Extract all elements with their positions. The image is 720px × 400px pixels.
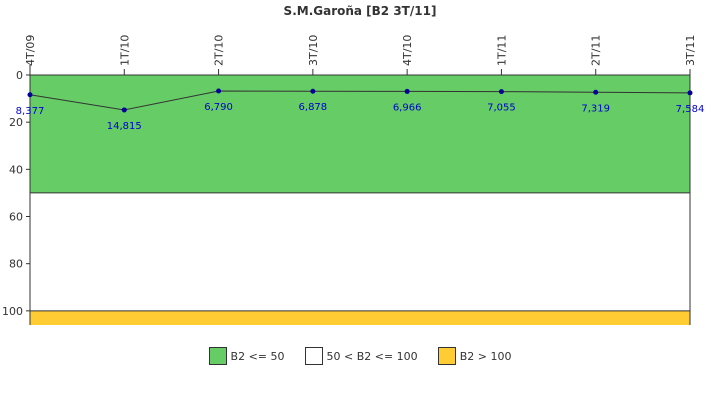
x-tick-label: 1T/11 xyxy=(495,35,508,66)
data-label: 7,584 xyxy=(676,104,705,115)
data-label: 7,319 xyxy=(581,103,610,114)
y-tick-label: 20 xyxy=(9,116,23,129)
band-white xyxy=(30,192,690,311)
legend-swatch-white xyxy=(304,347,323,365)
y-tick-label: 0 xyxy=(16,69,23,82)
data-label: 14,815 xyxy=(107,121,142,132)
x-tick-label: 4T/09 xyxy=(24,35,37,66)
series-line xyxy=(29,90,691,111)
data-point xyxy=(310,88,316,94)
legend-label-yellow: B2 > 100 xyxy=(459,349,512,363)
legend-label-white: 50 < B2 <= 100 xyxy=(326,349,418,363)
legend-swatch-green xyxy=(208,347,227,365)
data-label: 8,377 xyxy=(16,106,45,117)
band-green xyxy=(30,75,690,193)
x-tick-label: 3T/10 xyxy=(307,35,320,66)
data-point xyxy=(27,92,33,98)
y-tick-label: 40 xyxy=(9,163,23,176)
legend-swatch-yellow xyxy=(437,347,456,365)
chart-title: S.M.Garoña [B2 3T/11] xyxy=(284,4,437,18)
data-label: 6,790 xyxy=(204,102,233,113)
data-point xyxy=(121,107,127,113)
band-yellow xyxy=(30,310,690,325)
data-label: 7,055 xyxy=(487,103,516,114)
band-layer xyxy=(30,75,690,325)
y-tick-label: 60 xyxy=(9,211,23,224)
data-point xyxy=(216,88,222,94)
legend-item-white: 50 < B2 <= 100 xyxy=(304,347,418,365)
data-label: 6,966 xyxy=(393,102,422,113)
data-point xyxy=(687,90,693,96)
x-tick-label: 3T/11 xyxy=(684,35,697,66)
x-tick-label: 2T/11 xyxy=(590,35,603,66)
data-point xyxy=(498,89,504,95)
data-label: 6,878 xyxy=(299,102,328,113)
axis-layer: 0 20 40 60 80 100 4T/09 1T/10 2T/10 3T/10 4T/10 1T/… xyxy=(2,35,697,325)
legend-item-green: B2 <= 50 xyxy=(208,347,285,365)
x-tick-label: 4T/10 xyxy=(401,35,414,66)
data-point xyxy=(593,89,599,95)
legend: B2 <= 50 50 < B2 <= 100 B2 > 100 xyxy=(0,344,720,368)
x-tick-label: 2T/10 xyxy=(213,35,226,66)
data-point xyxy=(404,88,410,94)
legend-item-yellow: B2 > 100 xyxy=(437,347,512,365)
y-tick-label: 100 xyxy=(2,305,23,318)
x-tick-label: 1T/10 xyxy=(118,35,131,66)
series-layer: 8,377 14,815 6,790 6,878 6,966 7,055 7,319 7,58… xyxy=(16,88,705,132)
y-tick-label: 80 xyxy=(9,258,23,271)
legend-label-green: B2 <= 50 xyxy=(230,349,285,363)
